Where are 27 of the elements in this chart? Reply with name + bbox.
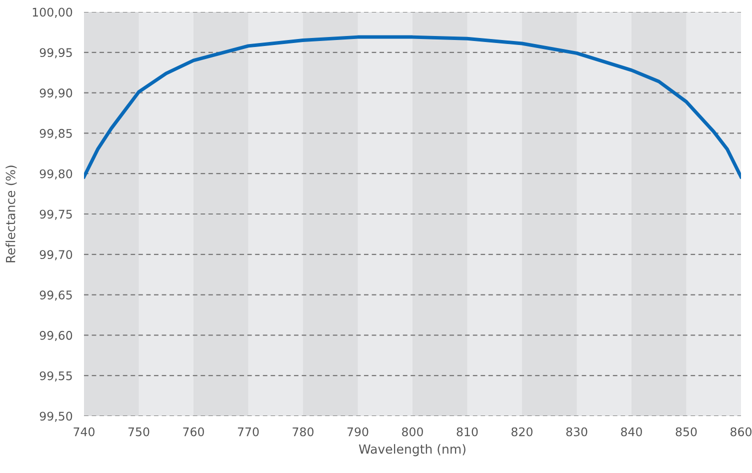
y-tick-label: 99,70 xyxy=(40,250,72,260)
y-tick-label: 99,90 xyxy=(40,88,72,99)
x-tick-label: 810 xyxy=(456,427,478,436)
y-axis-title: Reflectance (%) xyxy=(6,166,17,262)
x-tick-label: 750 xyxy=(128,427,150,436)
y-tick-label: 99,55 xyxy=(40,371,72,382)
x-tick-label: 840 xyxy=(621,427,642,436)
x-axis-title: Wavelength (nm) xyxy=(358,444,466,456)
x-tick-label: 820 xyxy=(512,427,532,436)
y-tick-label: 99,50 xyxy=(40,412,72,422)
x-tick-label: 780 xyxy=(292,427,314,436)
x-tick-label: 790 xyxy=(347,427,368,436)
y-tick-label: 100,00 xyxy=(32,8,72,18)
x-tick-label: 740 xyxy=(74,427,94,436)
y-tick-label: 99,85 xyxy=(40,128,72,140)
line-series xyxy=(84,35,741,179)
y-tick-label: 99,75 xyxy=(40,210,72,220)
x-tick-label: 800 xyxy=(402,427,423,436)
y-tick-label: 99,80 xyxy=(40,169,72,180)
y-tick-label: 99,60 xyxy=(40,330,72,342)
y-tick-label: 99,65 xyxy=(40,290,72,301)
x-tick-label: 770 xyxy=(238,427,259,436)
x-tick-label: 850 xyxy=(676,427,697,436)
x-tick-label: 830 xyxy=(566,427,588,436)
y-tick-label: 99,95 xyxy=(40,48,72,58)
x-tick-label: 860 xyxy=(730,427,752,436)
x-tick-label: 760 xyxy=(183,427,204,436)
